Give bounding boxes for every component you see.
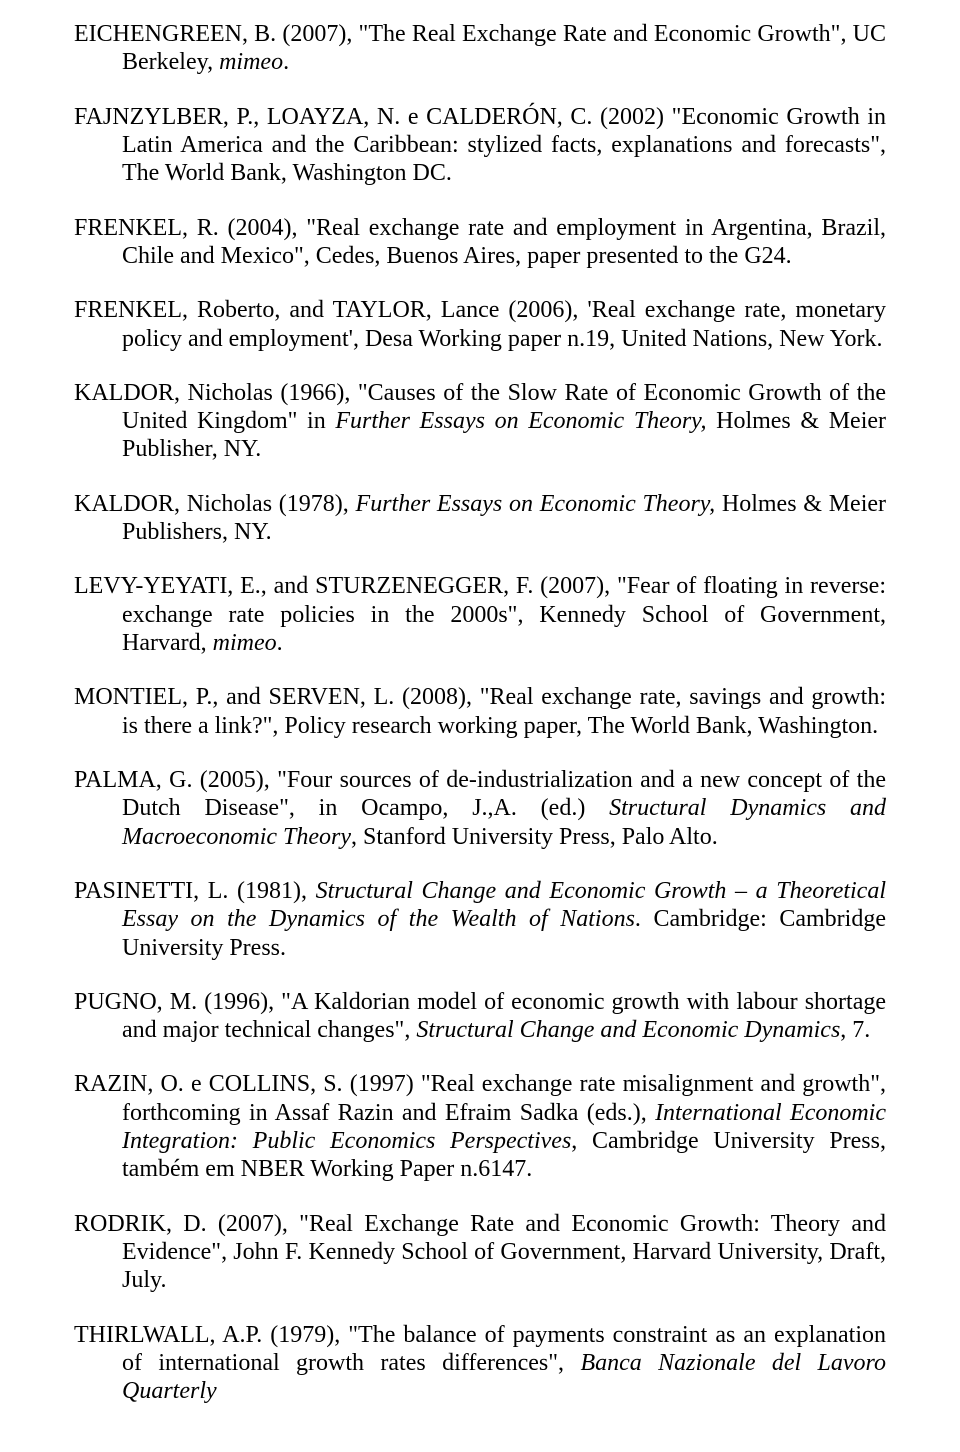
reference-text: mimeo xyxy=(213,630,277,656)
page: EICHENGREEN, B. (2007), "The Real Exchan… xyxy=(0,0,960,1452)
reference-text: LEVY-YEYATI, E., and STURZENEGGER, F. (2… xyxy=(74,573,886,656)
reference-entry: PUGNO, M. (1996), "A Kaldorian model of … xyxy=(74,988,886,1045)
reference-entry: FRENKEL, Roberto, and TAYLOR, Lance (200… xyxy=(74,296,886,353)
reference-text: KALDOR, Nicholas (1978), xyxy=(74,491,356,517)
reference-text: Structural Change and Economic Dynamics xyxy=(416,1017,840,1043)
reference-text: , 7. xyxy=(840,1017,870,1043)
reference-text: Further Essays on Economic Theory, xyxy=(356,491,716,517)
reference-text: EICHENGREEN, B. (2007), "The Real Exchan… xyxy=(74,21,886,75)
reference-entry: KALDOR, Nicholas (1966), "Causes of the … xyxy=(74,379,886,464)
reference-text: FAJNZYLBER, P., LOAYZA, N. e CALDERÓN, C… xyxy=(74,104,886,187)
reference-text: MONTIEL, P., and SERVEN, L. (2008), "Rea… xyxy=(74,684,886,738)
reference-entry: PALMA, G. (2005), "Four sources of de-in… xyxy=(74,766,886,851)
reference-list: EICHENGREEN, B. (2007), "The Real Exchan… xyxy=(74,20,886,1406)
reference-entry: THIRLWALL, A.P. (1979), "The balance of … xyxy=(74,1321,886,1406)
reference-text: FRENKEL, Roberto, and TAYLOR, Lance (200… xyxy=(74,297,886,351)
reference-entry: RAZIN, O. e COLLINS, S. (1997) "Real exc… xyxy=(74,1070,886,1183)
reference-entry: PASINETTI, L. (1981), Structural Change … xyxy=(74,877,886,962)
reference-text: RODRIK, D. (2007), "Real Exchange Rate a… xyxy=(74,1211,886,1294)
reference-entry: LEVY-YEYATI, E., and STURZENEGGER, F. (2… xyxy=(74,572,886,657)
reference-entry: MONTIEL, P., and SERVEN, L. (2008), "Rea… xyxy=(74,683,886,740)
reference-text: mimeo xyxy=(219,49,283,75)
reference-text: FRENKEL, R. (2004), "Real exchange rate … xyxy=(74,215,886,269)
reference-entry: FAJNZYLBER, P., LOAYZA, N. e CALDERÓN, C… xyxy=(74,103,886,188)
reference-entry: KALDOR, Nicholas (1978), Further Essays … xyxy=(74,490,886,547)
reference-text: . xyxy=(277,630,283,656)
reference-entry: FRENKEL, R. (2004), "Real exchange rate … xyxy=(74,214,886,271)
reference-text: . xyxy=(283,49,289,75)
reference-entry: RODRIK, D. (2007), "Real Exchange Rate a… xyxy=(74,1210,886,1295)
reference-text: , Stanford University Press, Palo Alto. xyxy=(351,824,718,850)
reference-text: Further Essays on Economic Theory, xyxy=(335,408,706,434)
reference-text: PASINETTI, L. (1981), xyxy=(74,878,316,904)
reference-entry: EICHENGREEN, B. (2007), "The Real Exchan… xyxy=(74,20,886,77)
